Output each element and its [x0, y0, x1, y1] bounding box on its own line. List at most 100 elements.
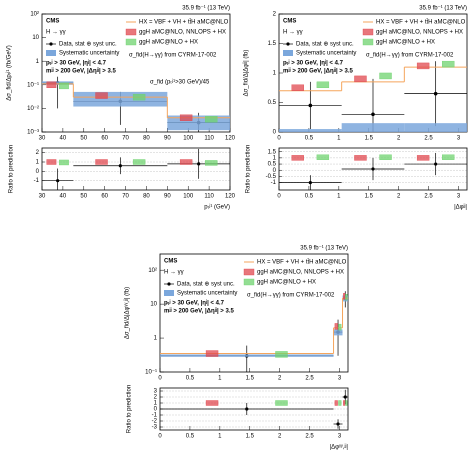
ratio-y-tick-label: 1.5 [268, 149, 277, 155]
x-axis-title: pₜʲ¹ (GeV) [204, 204, 230, 211]
prediction-box [205, 350, 219, 357]
y-axis-title: Δσ_fid/Δ|Δφᵞᵞ,ʲʲ| (fb) [124, 287, 131, 339]
x-tick-label: 30 [39, 136, 46, 142]
x-tick-label: 2 [278, 376, 282, 382]
y-tick-label: 10 [32, 35, 39, 41]
ratio-y-tick-label: -1 [271, 180, 277, 186]
ratio-y-tick-label: -1 [34, 178, 40, 184]
ratio-y-tick-label: 0.5 [268, 162, 277, 168]
ratio-y-tick-label: 1 [273, 155, 277, 161]
ratio-x-tick-label: 0 [277, 194, 281, 200]
syst-band [279, 129, 342, 132]
legend-label: Systematic uncertainty [296, 51, 356, 57]
prediction-box [59, 82, 69, 90]
channel-label: H → γγ [283, 30, 303, 36]
ratio-prediction-box [275, 400, 288, 406]
y-tick-label: 0 [273, 130, 277, 136]
legend-symbol [283, 50, 293, 56]
x-tick-label: 70 [122, 136, 129, 142]
ratio-x-tick-label: 110 [204, 194, 214, 200]
syst-band [73, 91, 168, 107]
ratio-x-tick-label: 2.5 [424, 194, 433, 200]
legend-label: HX = VBF + VH + tt̄H aMC@NLO [139, 19, 229, 26]
ratio-point [371, 167, 375, 171]
channel-label: H → γγ [164, 270, 184, 276]
x-axis-title: |Δφʲʲ| [454, 204, 467, 211]
x-tick-label: 90 [164, 136, 171, 142]
prediction-box [345, 294, 348, 301]
ratio-x-tick-label: 40 [60, 194, 67, 200]
legend-label: ggH aMC@NLO + HX [257, 280, 316, 286]
prediction-box [179, 114, 193, 121]
ratio-prediction-box [354, 155, 367, 161]
x-tick-label: 40 [60, 136, 67, 142]
legend-label: HX = VBF + VH + tt̄H aMC@NLO [376, 19, 466, 26]
x-tick-label: 1 [218, 376, 222, 382]
prediction-box [442, 60, 455, 68]
legend-label: ggH aMC@NLO, NNLOPS + HX [257, 270, 344, 276]
ratio-prediction-box [46, 159, 57, 165]
ratio-y-tick-label: 1 [154, 401, 158, 407]
y-tick-label: 10⁻¹ [145, 370, 157, 376]
y-tick-label: 1 [273, 71, 277, 77]
ratio-y-tick-label: -3 [152, 425, 158, 431]
prediction-box [338, 323, 342, 331]
plot-frame [41, 13, 231, 133]
ratio-frame [41, 147, 231, 191]
legend-symbol [243, 278, 255, 286]
legend-label: Systematic uncertainty [177, 291, 237, 297]
prediction-box [379, 72, 392, 80]
legend-symbol [125, 28, 137, 36]
prediction-box [343, 293, 346, 300]
selection-note: mʲʲ > 200 GeV, |Δηʲʲ| > 3.5 [46, 68, 116, 75]
ratio-point [245, 407, 249, 411]
x-tick-label: 60 [101, 136, 108, 142]
ratio-point [343, 395, 347, 399]
y-tick-label: 10 [150, 302, 157, 308]
ratio-x-tick-label: 0.5 [305, 194, 314, 200]
prediction-box [46, 81, 57, 89]
luminosity: 35.9 fb⁻¹ (13 TeV) [300, 246, 348, 252]
ratio-y-tick-label: 2 [154, 395, 158, 401]
legend-symbol [167, 282, 171, 286]
x-tick-label: 110 [204, 136, 214, 142]
ratio-y-tick-label: 2 [36, 150, 40, 156]
ratio-x-tick-label: 2 [397, 194, 401, 200]
ratio-prediction-box [442, 154, 455, 160]
x-tick-label: 1 [337, 136, 341, 142]
x-tick-label: 2.5 [424, 136, 433, 142]
ratio-point [336, 422, 340, 426]
ratio-prediction-box [343, 400, 346, 406]
ratio-prediction-box [205, 400, 219, 406]
ratio-x-tick-label: 70 [122, 194, 129, 200]
x-tick-label: 80 [143, 136, 150, 142]
y-tick-label: 10⁻¹ [27, 82, 39, 88]
legend-symbol [286, 42, 290, 46]
ratio-prediction-box [338, 400, 342, 406]
legend-label: ggH aMC@NLO, NNLOPS + HX [376, 30, 463, 36]
ratio-point [434, 162, 438, 166]
y-axis-title: Δσ_fid/Δ|Δφʲʲ| (fb) [243, 50, 250, 97]
ratio-axis-title: Ratio to prediction [127, 385, 133, 433]
y-tick-label: 10⁻³ [27, 130, 39, 136]
ratio-y-tick-label: -2 [152, 419, 158, 425]
x-tick-label: 1.5 [365, 136, 374, 142]
y-tick-label: 1 [36, 59, 40, 65]
legend-label: Data, stat ⊕ syst unc. [177, 282, 235, 288]
ratio-x-tick-label: 0.5 [186, 434, 195, 440]
y-tick-label: 1 [154, 336, 158, 342]
ratio-prediction-box [59, 159, 69, 166]
experiment-label: CMS [46, 19, 59, 25]
legend-symbol [125, 38, 137, 46]
syst-band [404, 123, 467, 132]
x-tick-label: 120 [225, 136, 236, 142]
y-axis-title: Δσ_fid/Δpₜʲ¹ (fb/GeV) [6, 45, 13, 100]
experiment-label: CMS [283, 19, 296, 25]
legend-symbol [243, 268, 255, 276]
ratio-prediction-box [345, 400, 348, 406]
data-point [433, 91, 438, 96]
ratio-y-tick-label: 0 [154, 407, 158, 413]
selection-note: pₜʲ > 30 GeV, |ηʲ| < 4.7 [283, 60, 344, 67]
ratio-prediction-box [132, 159, 146, 165]
